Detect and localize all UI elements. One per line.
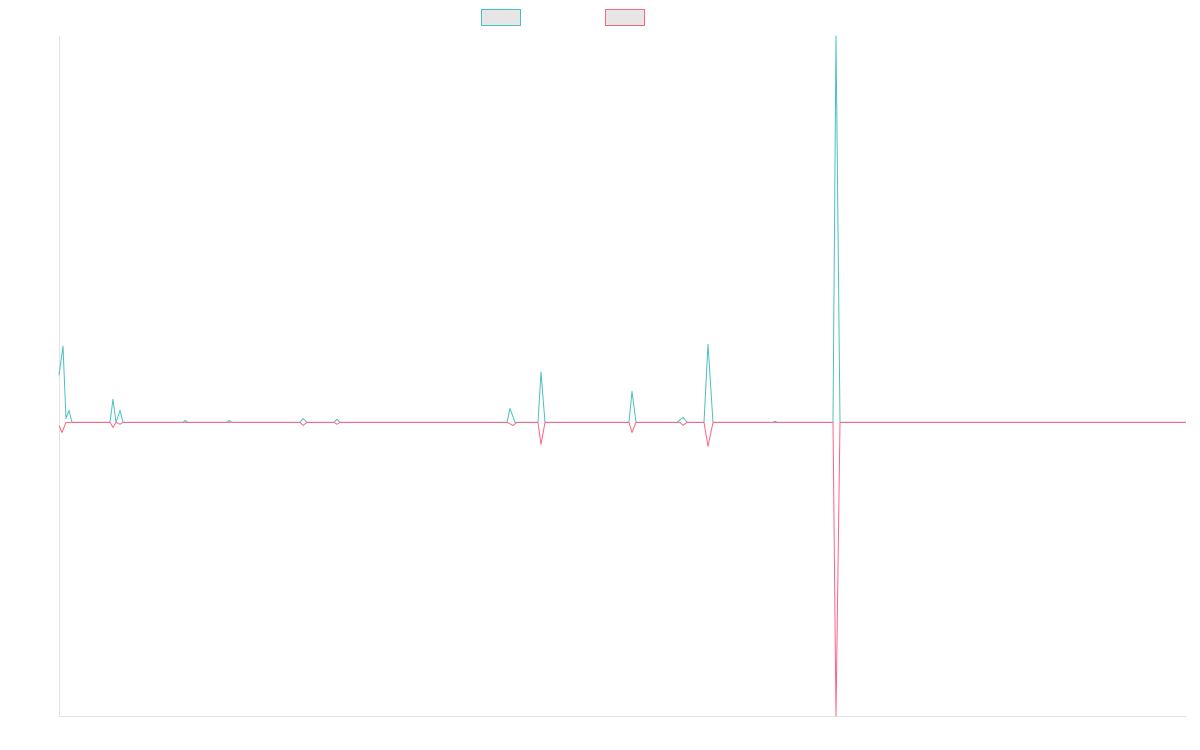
- legend-swatch[interactable]: [605, 9, 645, 26]
- series-line: [58, 421, 1186, 717]
- series-line: [58, 35, 1186, 423]
- legend-swatch[interactable]: [481, 9, 521, 26]
